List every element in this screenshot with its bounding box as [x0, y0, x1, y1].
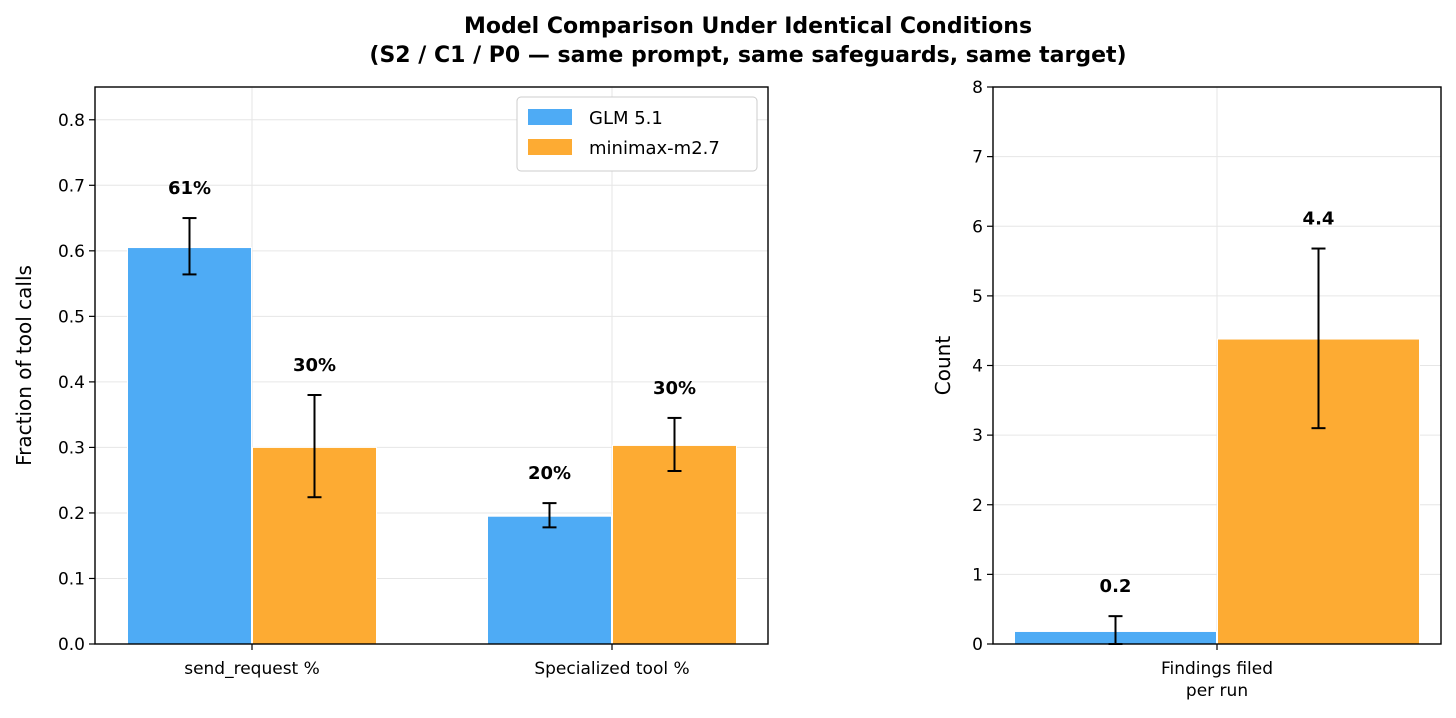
y-tick-label: 5: [972, 287, 983, 307]
error-bar: [542, 502, 557, 529]
y-tick-label: 0.5: [58, 307, 85, 327]
legend-label: minimax-m2.7: [589, 138, 720, 159]
x-tick-label-line: Specialized tool %: [534, 659, 689, 679]
bar-value-label: 30%: [293, 355, 336, 376]
y-tick-label: 0.8: [58, 111, 85, 131]
y-tick-label: 0: [972, 635, 983, 655]
y-axis-label: Count: [931, 336, 955, 396]
y-tick-label: 3: [972, 426, 983, 446]
y-tick-label: 0.1: [58, 569, 85, 589]
error-bar: [1311, 247, 1326, 430]
bar-value-label: 61%: [168, 178, 211, 199]
y-tick-label: 2: [972, 496, 983, 516]
y-tick-label: 7: [972, 148, 983, 168]
legend-label: GLM 5.1: [589, 108, 663, 129]
figure-title-line1: Model Comparison Under Identical Conditi…: [464, 14, 1032, 39]
y-tick-label: 0.6: [58, 242, 85, 262]
bar-value-label: 30%: [653, 378, 696, 399]
y-axis-label: Fraction of tool calls: [12, 265, 36, 466]
legend-swatch: [528, 139, 572, 155]
bar-glm-5-1: [487, 515, 612, 645]
y-tick-label: 8: [972, 78, 983, 98]
bar-value-label: 0.2: [1100, 576, 1132, 597]
y-tick-label: 0.3: [58, 438, 85, 458]
legend: GLM 5.1 minimax-m2.7: [516, 96, 758, 172]
bar-value-label: 20%: [528, 463, 571, 484]
figure-title-line2: (S2 / C1 / P0 — same prompt, same safegu…: [369, 43, 1126, 68]
bar-value-label: 4.4: [1303, 209, 1335, 230]
bar-minimax-m2-7: [612, 444, 737, 645]
x-tick-label: Findings filed per run: [1161, 659, 1273, 701]
legend-box: [516, 96, 758, 172]
bar-glm-5-1: [127, 247, 252, 645]
x-tick-label-line: per run: [1186, 681, 1248, 701]
y-tick-label: 4: [972, 357, 983, 377]
y-tick-label: 0.7: [58, 176, 85, 196]
y-tick-label: 0.0: [58, 635, 85, 655]
y-tick-label: 0.2: [58, 504, 85, 524]
y-tick-label: 6: [972, 217, 983, 237]
error-bar: [182, 217, 197, 276]
x-tick-label-line: Findings filed: [1161, 659, 1273, 679]
legend-swatch: [528, 109, 572, 125]
x-tick-label: send_request %: [184, 659, 320, 679]
y-tick-label: 1: [972, 565, 983, 585]
plot-frame: [94, 86, 769, 645]
error-bar: [667, 416, 682, 473]
y-tick-label: 0.4: [58, 373, 85, 393]
right-chart: 0.2 4.4 0 1 2 3 4 5 6 7 8 Findings filed per run Coun…: [931, 78, 1442, 701]
left-chart: 61% 20% 30% 30% 0.0 0.1 0.2 0.3 0.4 0.5 0.6 0.7 0.8 s…: [12, 86, 769, 679]
error-bar: [307, 393, 322, 499]
x-tick-label-line: send_request %: [184, 659, 320, 679]
x-tick-label: Specialized tool %: [534, 659, 689, 679]
